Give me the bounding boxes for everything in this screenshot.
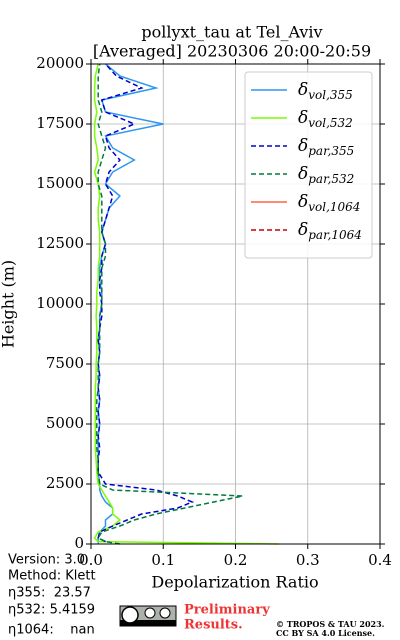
legend-label: δpar,355 [298, 136, 354, 158]
profile-line [97, 63, 195, 543]
info-text: Version: 3.0 [8, 553, 85, 568]
y-tick-label: 2500 [46, 474, 84, 492]
y-tick-label: 10000 [36, 294, 84, 312]
plot-frame [90, 63, 381, 545]
x-tick-label: 0.4 [368, 551, 392, 569]
chart-title: pollyxt_tau at Tel_Aviv [141, 23, 322, 42]
chart-subtitle: [Averaged] 20230306 20:00-20:59 [93, 42, 371, 61]
copyright: CC BY SA 4.0 License. [276, 628, 375, 638]
x-axis-label: Depolarization Ratio [151, 573, 318, 592]
x-tick-label: 0.0 [79, 551, 103, 569]
info-text: η355: 23.57 [8, 586, 91, 601]
y-tick-label: 0 [74, 534, 84, 552]
preliminary-note: Preliminary [184, 603, 270, 618]
copyright: © TROPOS & TAU 2023. [276, 619, 385, 629]
y-tick-label: 15000 [36, 174, 84, 192]
legend-label: δvol,532 [298, 108, 353, 130]
y-tick-label: 12500 [36, 234, 84, 252]
legend-label: δvol,1064 [298, 192, 360, 214]
y-tick-label: 17500 [36, 114, 84, 132]
cc-logo [119, 605, 177, 627]
y-tick-label: 20000 [36, 54, 84, 72]
x-tick-label: 0.2 [224, 551, 248, 569]
info-text: η532: 5.4159 [8, 603, 95, 618]
legend-label: δpar,532 [298, 164, 354, 186]
legend-label: δvol,355 [298, 80, 353, 102]
y-axis-label: Height (m) [0, 260, 18, 348]
x-tick-label: 0.1 [151, 551, 175, 569]
info-text: Method: Klett [8, 569, 96, 584]
preliminary-note: Results. [184, 618, 243, 633]
y-tick-label: 5000 [46, 414, 84, 432]
legend-label: δpar,1064 [298, 220, 362, 242]
profile-line [93, 63, 279, 545]
info-text: η1064: nan [8, 623, 95, 638]
profile-line [96, 63, 243, 545]
x-tick-label: 0.3 [296, 551, 320, 569]
y-tick-label: 7500 [46, 354, 84, 372]
